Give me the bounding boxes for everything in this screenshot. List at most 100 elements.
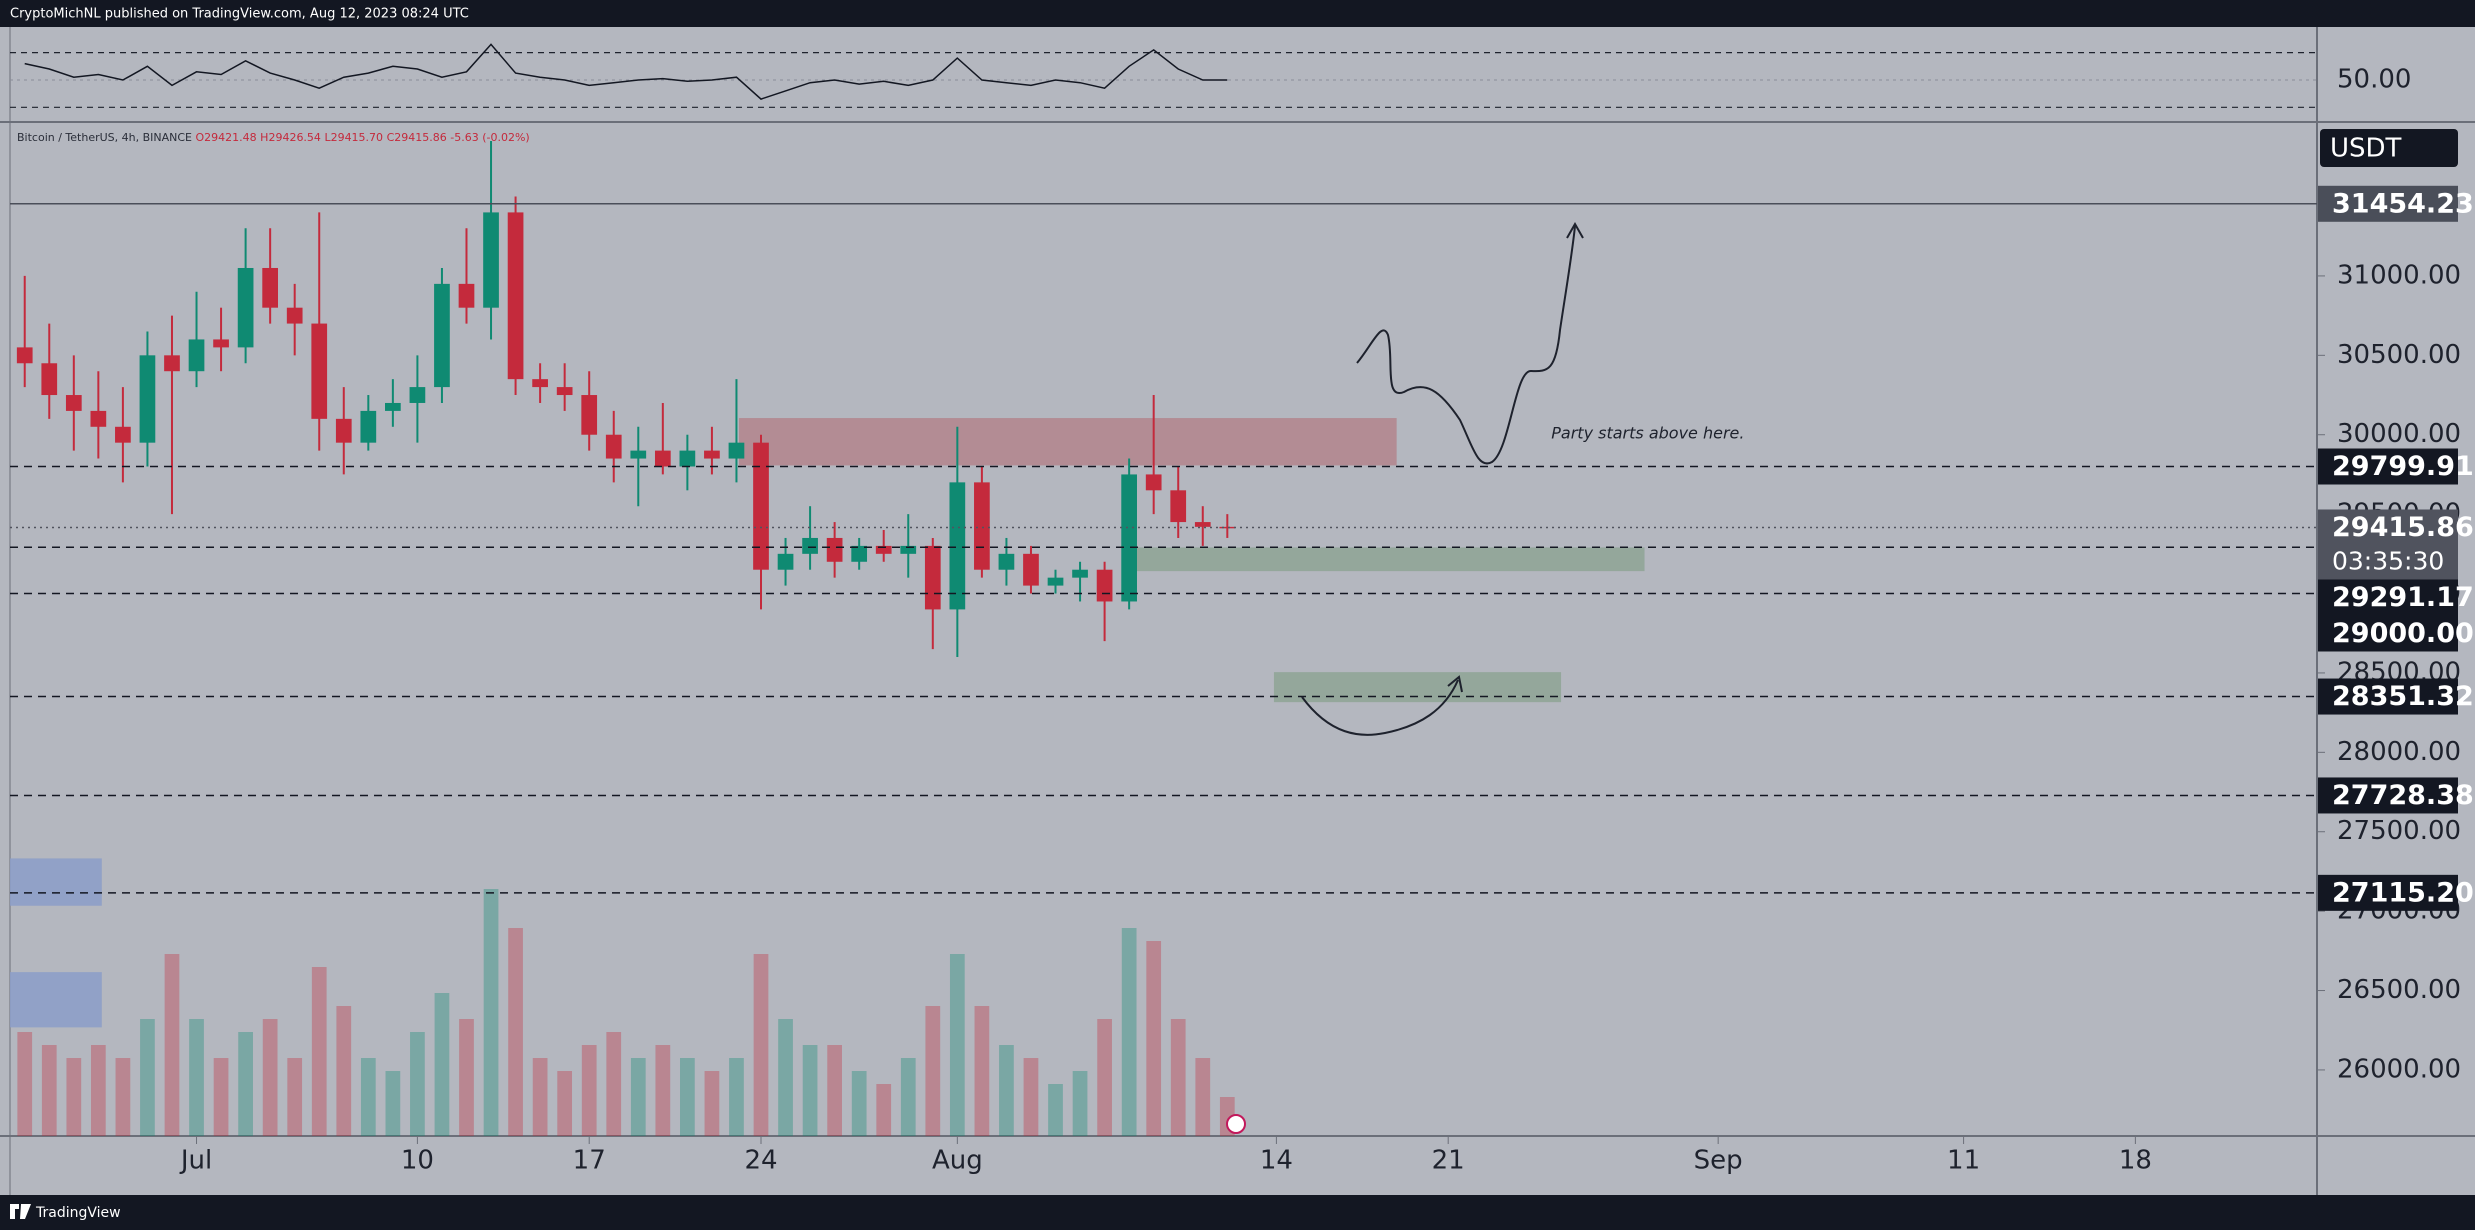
live-marker	[1226, 1114, 1246, 1134]
volume-bar	[140, 1019, 155, 1136]
candle-body	[286, 307, 303, 324]
currency-box	[2320, 129, 2458, 167]
volume-bar	[557, 1071, 573, 1136]
bounce-path	[1301, 679, 1459, 736]
candle-body	[115, 426, 131, 443]
rsi-line	[24, 43, 1228, 100]
y-tick-label: 26500.00	[2337, 975, 2461, 1005]
volume-bar	[1048, 1084, 1063, 1136]
price-label-box	[2318, 579, 2458, 616]
price-label-box	[2318, 615, 2458, 652]
x-tick-label: 17	[573, 1146, 606, 1176]
projection-path	[1356, 225, 1576, 465]
price-label: 31454.23	[2332, 188, 2474, 219]
publisher: CryptoMichNL published on TradingView.co…	[10, 7, 469, 22]
price-label-box	[2318, 678, 2458, 715]
legend-close: C29415.86	[387, 131, 447, 144]
candle-body	[1096, 569, 1113, 602]
y-tick-label: 28000.00	[2337, 737, 2461, 767]
plot: Party starts above here. Bitcoin / Tether…	[10, 43, 2474, 1176]
candle-body	[1072, 569, 1088, 578]
volume-bar	[483, 889, 499, 1136]
arrow-head	[1566, 221, 1584, 239]
volume-bar	[213, 1058, 229, 1136]
volume-bar	[802, 1045, 818, 1136]
candle-body	[949, 482, 966, 610]
volume-bar	[606, 1032, 622, 1136]
candle-body	[139, 355, 156, 443]
legend-change: -5.63 (-0.02%)	[450, 131, 529, 144]
volume-bar	[827, 1045, 842, 1136]
volume-bar	[1121, 928, 1137, 1136]
candle-body	[851, 545, 868, 562]
candle-body	[679, 450, 696, 467]
x-tick-label: 21	[1432, 1146, 1465, 1176]
volume-bar	[925, 1006, 941, 1136]
zone	[10, 858, 102, 906]
volume-bar	[1023, 1058, 1039, 1136]
volume-bar	[655, 1045, 671, 1136]
candle-body	[434, 283, 450, 388]
volume-bar	[311, 967, 327, 1136]
volume-bar	[581, 1045, 597, 1136]
candle-body	[1194, 522, 1211, 527]
x-tick-label: 24	[744, 1146, 777, 1176]
volume-bar	[851, 1071, 867, 1136]
price-label: 29799.91	[2332, 451, 2474, 482]
candle-body	[311, 323, 328, 419]
zone	[1273, 672, 1562, 703]
candle-body	[654, 450, 671, 467]
candle-body	[90, 410, 107, 427]
volume-bar	[262, 1019, 278, 1136]
price-label-box	[2318, 448, 2458, 485]
bottom-bar	[0, 1195, 2475, 1230]
candle-body	[409, 387, 426, 403]
price-label: 29291.17	[2332, 582, 2474, 613]
candle-body	[605, 434, 622, 459]
volume-bar	[385, 1071, 401, 1136]
rsi-tick-label: 50.00	[2337, 64, 2411, 94]
candle-body	[704, 450, 720, 459]
volume-bar	[974, 1006, 990, 1136]
y-tick-label: 27500.00	[2337, 816, 2461, 846]
countdown: 03:35:30	[2332, 546, 2444, 575]
candle-body	[1023, 553, 1039, 586]
candle-body	[483, 212, 499, 308]
volume-bar	[360, 1058, 376, 1136]
volume-bar	[66, 1058, 82, 1136]
volume-bar	[1195, 1058, 1211, 1136]
volume-bar	[999, 1045, 1014, 1136]
y-tick-label: 30500.00	[2337, 340, 2461, 370]
candle-body	[875, 545, 892, 554]
volume-bar	[287, 1058, 303, 1136]
zone	[10, 972, 102, 1028]
price-label: 29415.86	[2332, 512, 2474, 543]
candle-body	[458, 283, 475, 308]
legend-symbol: Bitcoin / TetherUS, 4h, BINANCE	[17, 131, 192, 144]
price-label-box	[2318, 509, 2458, 580]
candle-body	[924, 545, 941, 610]
candle-body	[65, 395, 82, 411]
volume-bar	[164, 954, 180, 1136]
price-label: 27115.20	[2332, 877, 2474, 908]
volume-bar	[238, 1032, 253, 1136]
volume-bar	[1146, 941, 1162, 1136]
volume-bar	[434, 993, 450, 1136]
volume-bar	[336, 1006, 352, 1136]
volume-bar	[115, 1058, 131, 1136]
top-bar	[0, 0, 2475, 27]
price-label: 29000.00	[2332, 618, 2474, 649]
drawings	[1301, 221, 1584, 736]
candle-body	[581, 395, 598, 435]
volume-bar	[90, 1045, 106, 1136]
candle-body	[16, 347, 33, 364]
annotation: Party starts above here.	[1551, 423, 1744, 442]
candle-body	[1047, 577, 1064, 586]
x-tick-label: 18	[2119, 1146, 2152, 1176]
y-tick-label: 30000.00	[2337, 419, 2461, 449]
volume-bar	[900, 1058, 916, 1136]
candle-body	[728, 442, 745, 459]
candle-body	[1145, 474, 1162, 491]
